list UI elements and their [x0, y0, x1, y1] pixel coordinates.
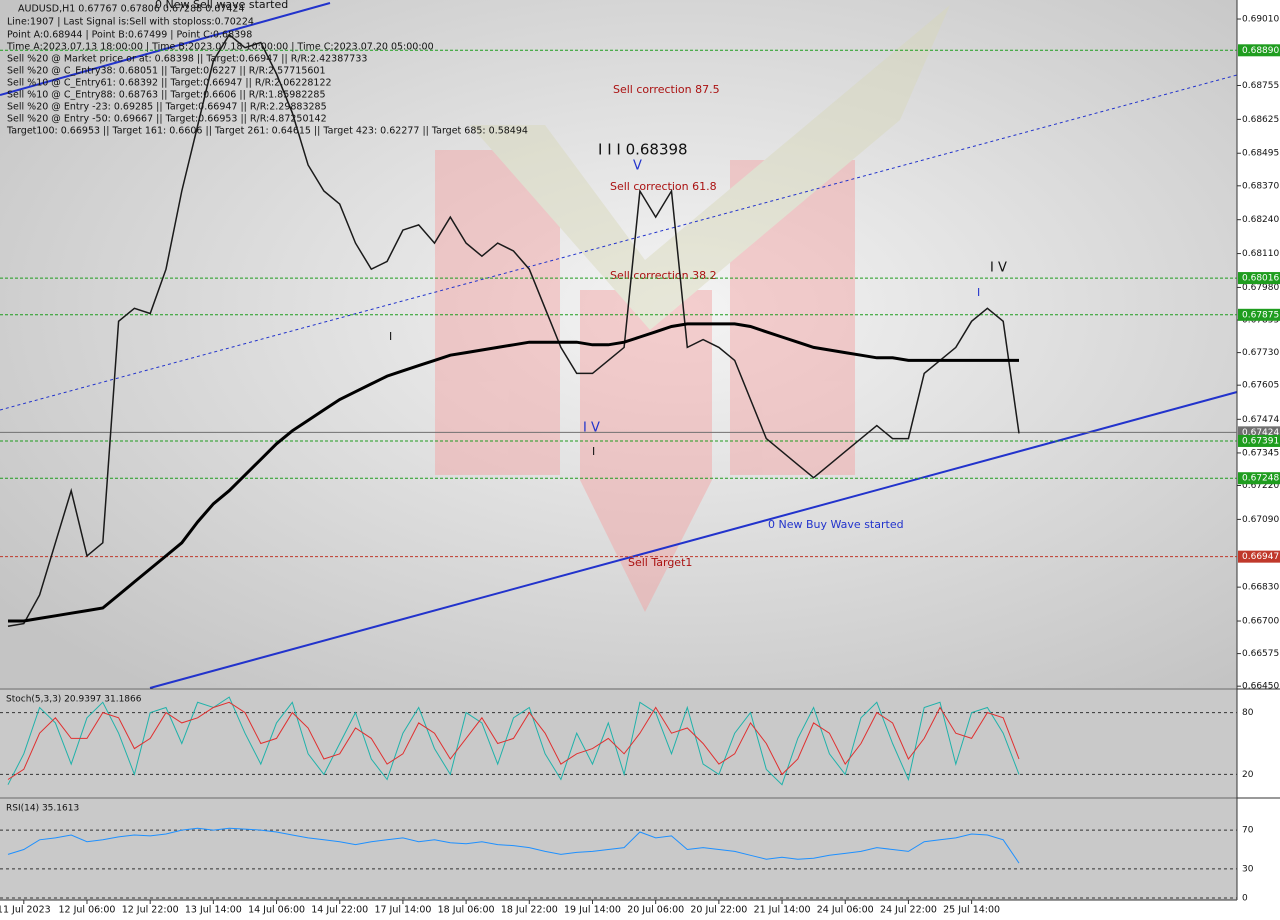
series-line: [8, 322, 1019, 623]
annotation: Sell correction 38.2: [610, 269, 717, 282]
y-tick-label: 0.67345: [1242, 448, 1279, 458]
trend-line: [0, 2, 331, 96]
series-line: [7, 701, 1020, 780]
y-tick-label: 70: [1242, 826, 1254, 836]
header-line: Sell %10 @ C_Entry61: 0.68392 || Target:…: [7, 78, 332, 89]
y-tick-label: 0.67220: [1242, 481, 1279, 491]
x-tick-label: 19 Jul 14:00: [564, 905, 621, 916]
annotation: Sell correction 87.5: [613, 83, 720, 96]
annotation: 0 New Buy Wave started: [768, 518, 904, 531]
x-tick-label: 13 Jul 14:00: [185, 905, 242, 916]
x-tick-label: 25 Jul 14:00: [943, 905, 1000, 916]
header: AUDUSD,H1 0.67767 0.67806 0.67288 0.6742…: [6, 4, 528, 137]
y-tick-label: 0.68495: [1242, 149, 1279, 159]
y-tick-label: 0.68110: [1242, 249, 1279, 259]
series-line: [7, 827, 1020, 864]
x-tick-label: 17 Jul 14:00: [374, 905, 431, 916]
y-tick-label: 0.68755: [1242, 81, 1279, 91]
header-line: Time A:2023.07.13 18:00:00 | Time B:2023…: [6, 42, 434, 53]
price-level-label: 0.67424: [1242, 428, 1279, 438]
y-tick-label: 0.68370: [1242, 181, 1279, 191]
x-tick-label: 18 Jul 06:00: [438, 905, 495, 916]
header-line: Line:1907 | Last Signal is:Sell with sto…: [7, 17, 254, 28]
x-tick-label: 21 Jul 14:00: [754, 905, 811, 916]
price-level-box: [1238, 44, 1280, 57]
price-level-box: [1238, 550, 1280, 563]
header-line: Sell %20 @ Entry -23: 0.69285 || Target:…: [7, 102, 327, 113]
y-tick-label: 0.66700: [1242, 617, 1279, 627]
x-tick-label: 14 Jul 22:00: [311, 905, 368, 916]
y-tick-label: 0.67090: [1242, 515, 1279, 525]
price-level-box: [1238, 434, 1280, 447]
x-tick-label: 24 Jul 22:00: [880, 905, 937, 916]
header-line: AUDUSD,H1 0.67767 0.67806 0.67288 0.6742…: [18, 4, 245, 15]
rsi-panel: [0, 799, 1237, 900]
annotation: Sell correction 61.8: [610, 180, 717, 193]
watermark-shape: [580, 290, 712, 612]
y-tick-label: 0.66830: [1242, 583, 1279, 593]
price-level-box: [1238, 472, 1280, 485]
y-tick-label: 0.67474: [1242, 415, 1279, 425]
price-level-box: [1238, 272, 1280, 285]
watermark-shape: [730, 160, 855, 475]
y-tick-label: 0.68625: [1242, 115, 1279, 125]
header-line: Sell %10 @ C_Entry88: 0.68763 || Target:…: [7, 90, 326, 101]
y-tick-label: 0.69010: [1242, 15, 1279, 25]
price-level-label: 0.68890: [1242, 46, 1279, 56]
price-level-label: 0.68016: [1242, 274, 1279, 284]
annotation: V: [633, 159, 642, 174]
watermark: [435, 5, 950, 612]
x-tick-label: 20 Jul 06:00: [627, 905, 684, 916]
price-level-box: [1238, 308, 1280, 321]
watermark-shape: [470, 5, 950, 330]
annotation: 0 New Sell wave started: [155, 0, 288, 11]
indicator-label: Stoch(5,3,3) 20.9397 31.1866: [6, 695, 142, 705]
header-line: Sell %20 @ C_Entry38: 0.68051 || Target:…: [7, 66, 326, 77]
price-level-label: 0.66947: [1242, 552, 1279, 562]
y-tick-label: 20: [1242, 770, 1254, 780]
annotation: I V: [990, 261, 1007, 276]
y-tick-label: 30: [1242, 864, 1254, 874]
y-tick-label: 0.67605: [1242, 381, 1279, 391]
annotation: Sell Target1: [628, 556, 692, 569]
y-tick-label: 0.66450: [1242, 682, 1279, 692]
y-tick-label: 0.67730: [1242, 348, 1279, 358]
y-tick-label: 0.68240: [1242, 215, 1279, 225]
annotation: I I I 0.68398: [598, 141, 688, 159]
annotation: I: [977, 286, 980, 299]
annotation: I V: [583, 421, 600, 436]
price-level-label: 0.67248: [1242, 474, 1279, 484]
series-line: [7, 33, 1020, 627]
header-line: Target100: 0.66953 || Target 161: 0.6606…: [6, 126, 528, 137]
x-tick-label: 24 Jul 06:00: [817, 905, 874, 916]
stoch-panel: [0, 690, 1237, 797]
x-tick-label: 18 Jul 22:00: [501, 905, 558, 916]
x-tick-label: 20 Jul 22:00: [690, 905, 747, 916]
header-line: Sell %20 @ Market price or at: 0.68398 |…: [7, 54, 367, 65]
y-tick-label: 0: [1242, 894, 1248, 904]
indicator-label: RSI(14) 35.1613: [6, 804, 79, 814]
y-tick-label: 0.67980: [1242, 283, 1279, 293]
annotation: I: [592, 445, 595, 458]
series-line: [7, 696, 1020, 786]
y-tick-label: 80: [1242, 708, 1254, 718]
annotation: I: [389, 330, 392, 343]
x-tick-label: 14 Jul 06:00: [248, 905, 305, 916]
watermark-shape: [435, 150, 560, 475]
price-level-label: 0.67875: [1242, 310, 1279, 320]
header-line: Point A:0.68944 | Point B:0.67499 | Poin…: [7, 30, 252, 41]
y-tick-label: 0.66575: [1242, 649, 1279, 659]
x-tick-label: 11 Jul 2023: [0, 905, 51, 916]
header-line: Sell %20 @ Entry -50: 0.69667 || Target:…: [7, 114, 327, 125]
x-tick-label: 12 Jul 06:00: [59, 905, 116, 916]
x-tick-label: 12 Jul 22:00: [122, 905, 179, 916]
price-level-label: 0.67391: [1242, 436, 1279, 446]
